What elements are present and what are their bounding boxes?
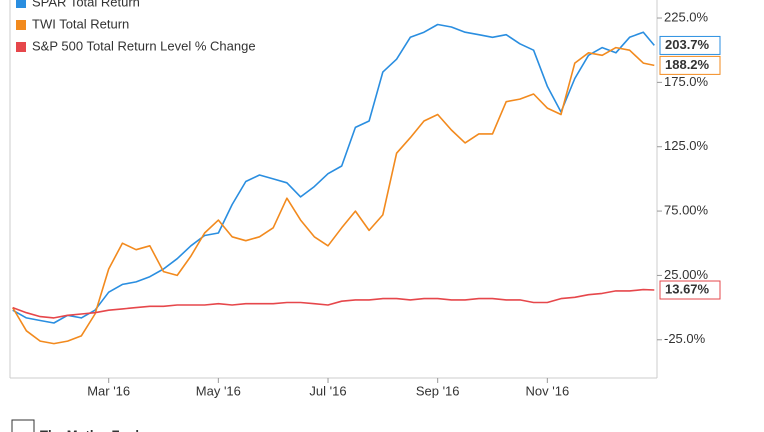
legend-swatch bbox=[16, 0, 26, 8]
end-label: 203.7% bbox=[665, 37, 710, 52]
legend-swatch bbox=[16, 20, 26, 30]
legend-label: TWI Total Return bbox=[32, 16, 129, 31]
y-tick-label: 125.0% bbox=[664, 138, 709, 153]
y-tick-label: 25.00% bbox=[664, 267, 709, 282]
end-label: 13.67% bbox=[665, 281, 710, 296]
y-tick-label: -25.0% bbox=[664, 331, 706, 346]
y-tick-label: 175.0% bbox=[664, 74, 709, 89]
series-line bbox=[12, 46, 655, 345]
end-label-box bbox=[659, 280, 721, 300]
y-tick-label: 225.0% bbox=[664, 9, 709, 24]
legend-swatch bbox=[16, 42, 26, 52]
x-tick-label: May '16 bbox=[196, 383, 241, 398]
x-tick-label: Sep '16 bbox=[416, 383, 460, 398]
footer-brand: YCHARTS bbox=[697, 429, 760, 432]
series-line bbox=[12, 23, 655, 324]
y-tick-label: 75.00% bbox=[664, 203, 709, 218]
x-tick-label: Nov '16 bbox=[526, 383, 570, 398]
footer-brand: The Motley Fool bbox=[40, 427, 139, 432]
x-tick-label: Mar '16 bbox=[87, 383, 130, 398]
end-label: 188.2% bbox=[665, 57, 710, 72]
series-line bbox=[12, 288, 655, 319]
legend-label: SPAR Total Return bbox=[32, 0, 140, 9]
logo-icon bbox=[11, 419, 35, 432]
end-label-box bbox=[659, 35, 721, 55]
x-tick-label: Jul '16 bbox=[309, 383, 346, 398]
legend-label: S&P 500 Total Return Level % Change bbox=[32, 38, 256, 53]
end-label-box bbox=[659, 55, 721, 75]
